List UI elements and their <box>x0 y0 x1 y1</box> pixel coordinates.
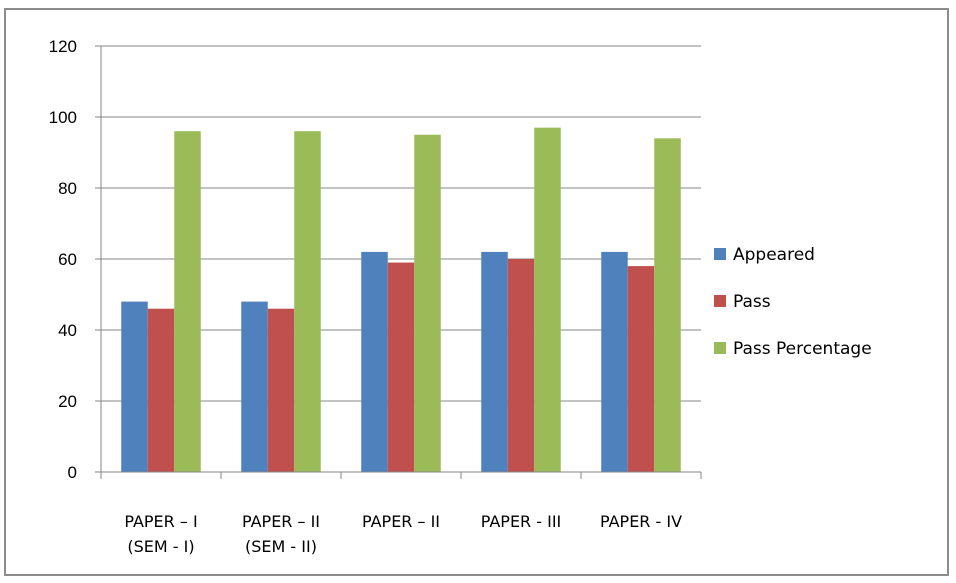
y-tick-label: 120 <box>49 37 77 56</box>
axis-labels: 0 20 40 60 80 100 120 PAPER – I (SEM - I) PAPER –… <box>49 37 682 556</box>
axes <box>95 45 702 479</box>
bar-appeared <box>241 301 268 472</box>
bar-pass <box>267 308 295 472</box>
bars <box>121 127 681 473</box>
bar-pass-percentage <box>654 138 681 473</box>
bar-appeared <box>601 251 628 472</box>
bar-pass <box>387 262 415 472</box>
bar-appeared <box>361 251 388 472</box>
bar-pass <box>627 266 655 472</box>
bar-pass-percentage <box>174 131 201 472</box>
bar-pass-percentage <box>534 127 561 473</box>
x-category-label: PAPER – I <box>124 512 197 531</box>
y-tick-label: 40 <box>58 321 77 340</box>
x-category-label: (SEM - II) <box>245 537 317 556</box>
legend-swatch <box>714 248 726 260</box>
y-tick-label: 0 <box>68 463 77 482</box>
bar-pass <box>507 259 535 472</box>
bar-pass-percentage <box>414 134 441 472</box>
x-category-label: PAPER - IV <box>600 512 682 531</box>
bar-appeared <box>481 251 508 472</box>
bar-pass-percentage <box>294 131 321 472</box>
legend-label: Pass Percentage <box>733 339 872 359</box>
chart-frame <box>4 8 949 576</box>
y-tick-label: 60 <box>58 250 77 269</box>
legend-swatch <box>714 295 726 307</box>
x-category-label: PAPER - III <box>481 512 562 531</box>
legend-label: Pass <box>733 292 771 312</box>
gridlines <box>101 45 701 402</box>
bar-pass <box>147 308 175 472</box>
legend-label: Appeared <box>733 245 815 265</box>
bar-appeared <box>121 301 148 472</box>
y-tick-label: 20 <box>58 392 77 411</box>
x-category-label: PAPER – II <box>362 512 440 531</box>
legend-swatch <box>714 342 726 354</box>
x-category-label: PAPER – II <box>242 512 320 531</box>
y-tick-label: 100 <box>49 108 77 127</box>
x-category-label: (SEM - I) <box>127 537 194 556</box>
y-tick-label: 80 <box>58 179 77 198</box>
legend: Appeared Pass Pass Percentage <box>714 245 872 359</box>
